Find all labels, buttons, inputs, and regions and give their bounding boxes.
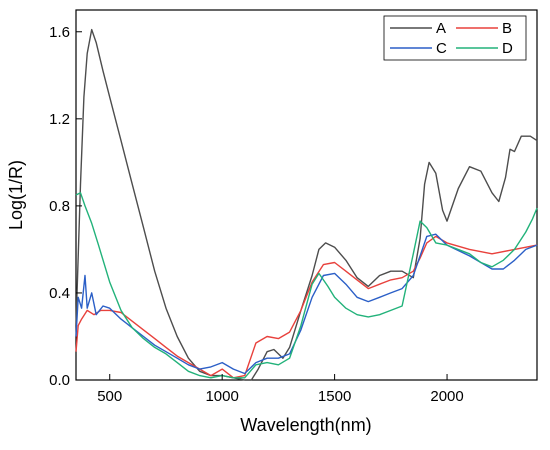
legend: A B C D — [383, 15, 527, 61]
legend-label-d: D — [502, 40, 513, 57]
legend-label-a: A — [436, 20, 446, 37]
series-line-b — [75, 235, 538, 379]
x-tick-label: 1000 — [205, 388, 238, 405]
x-tick-label: 500 — [97, 388, 122, 405]
axis-layer: 500 1000 1500 2000 0.0 0.4 0.8 1.2 1.6 — [49, 24, 464, 405]
plot-frame — [75, 9, 538, 381]
x-tick-label: 1500 — [318, 388, 351, 405]
legend-label-c: C — [436, 40, 447, 57]
series-layer — [75, 28, 538, 381]
series-line-d — [75, 192, 538, 379]
legend-box — [383, 15, 527, 61]
x-tick-label: 2000 — [430, 388, 463, 405]
legend-label-b: B — [502, 20, 512, 37]
y-tick-label: 0.8 — [49, 198, 70, 215]
y-tick-label: 1.6 — [49, 24, 70, 41]
y-tick-label: 1.2 — [49, 111, 70, 128]
y-tick-label: 0.4 — [49, 285, 70, 302]
legend-items: A B C D — [390, 20, 513, 57]
x-axis-title: Wavelength(nm) — [240, 415, 371, 435]
series-line-a — [75, 28, 538, 381]
y-axis-title: Log(1/R) — [6, 160, 26, 230]
y-tick-label: 0.0 — [49, 372, 70, 389]
